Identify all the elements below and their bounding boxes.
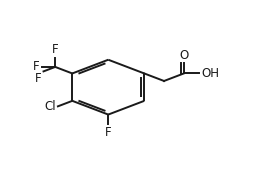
Text: O: O bbox=[179, 49, 188, 62]
Text: F: F bbox=[35, 72, 42, 85]
Text: OH: OH bbox=[202, 67, 219, 80]
Text: F: F bbox=[52, 43, 58, 56]
Text: Cl: Cl bbox=[44, 100, 56, 113]
Text: F: F bbox=[105, 126, 111, 139]
Text: F: F bbox=[33, 61, 39, 74]
